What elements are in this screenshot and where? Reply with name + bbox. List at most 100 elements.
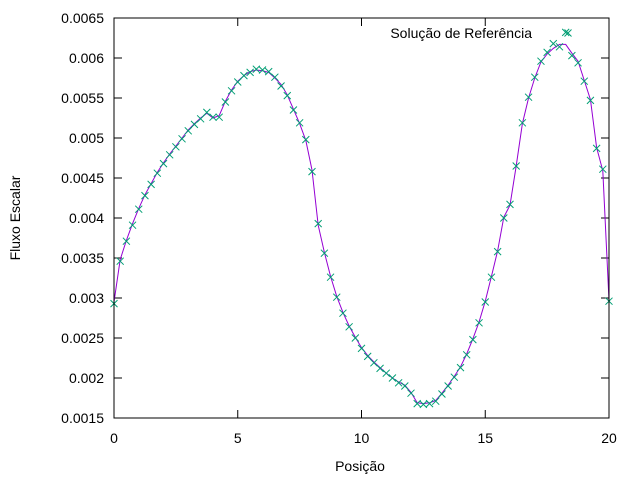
data-point — [308, 167, 316, 176]
data-point — [209, 113, 217, 122]
data-point — [475, 318, 483, 327]
y-tick-label: 0.0045 — [61, 170, 104, 186]
data-point — [394, 378, 403, 387]
y-tick-label: 0.006 — [69, 50, 104, 66]
data-point — [351, 334, 360, 342]
y-tick-label: 0.002 — [69, 370, 104, 386]
data-point — [506, 200, 514, 209]
y-tick-label: 0.0055 — [61, 90, 104, 106]
data-point — [246, 68, 254, 77]
data-point — [462, 350, 471, 359]
data-point — [326, 273, 335, 282]
data-point — [450, 373, 459, 382]
data-point — [240, 71, 248, 80]
plot-frame — [113, 17, 610, 419]
data-point — [277, 82, 285, 90]
data-point — [549, 39, 558, 48]
data-point — [419, 400, 428, 409]
data-point — [456, 363, 465, 372]
y-tick-label: 0.004 — [69, 210, 104, 226]
data-point — [122, 237, 131, 246]
data-point — [295, 118, 304, 127]
data-point — [202, 108, 211, 117]
legend-label: Solução de Referência — [390, 25, 532, 41]
y-tick-label: 0.0015 — [61, 410, 104, 426]
data-point — [332, 293, 341, 302]
data-point — [116, 257, 125, 266]
data-point — [598, 165, 607, 174]
data-point — [586, 96, 595, 105]
data-point — [524, 93, 533, 102]
data-point — [518, 118, 527, 127]
data-point — [388, 374, 397, 382]
data-point — [382, 369, 391, 378]
y-tick-label: 0.005 — [69, 130, 104, 146]
x-tick-label: 20 — [601, 430, 617, 446]
data-point — [537, 57, 545, 66]
data-point — [425, 399, 434, 408]
legend: Solução de Referência — [390, 25, 572, 41]
y-axis-title: Fluxo Escalar — [7, 175, 23, 260]
data-point — [580, 77, 589, 86]
data-point — [165, 150, 174, 159]
data-point — [301, 135, 310, 144]
data-point — [363, 352, 372, 361]
data-point — [128, 221, 137, 230]
data-point — [512, 162, 521, 170]
data-point — [172, 142, 180, 151]
data-point — [190, 120, 199, 129]
data-point — [134, 205, 143, 214]
data-point — [339, 309, 347, 318]
series-layer — [110, 28, 613, 409]
data-point — [221, 98, 230, 106]
y-tick-label: 0.0065 — [61, 10, 104, 26]
x-axis-title: Posição — [335, 458, 385, 474]
data-point — [314, 219, 323, 228]
data-point — [227, 86, 236, 95]
data-point — [481, 298, 490, 306]
data-point — [400, 382, 409, 390]
data-point — [407, 389, 415, 398]
data-point — [444, 382, 452, 390]
data-point — [233, 78, 242, 86]
axis-ticks: 0 5 10 15 20 0.0015 0.002 0.0025 0.003 0.0035 0.00… — [61, 10, 617, 446]
data-point — [438, 390, 446, 398]
data-point — [283, 91, 292, 100]
data-point — [543, 48, 551, 57]
data-point — [141, 191, 149, 200]
data-point — [493, 247, 502, 256]
x-tick-label: 5 — [234, 430, 242, 446]
data-point — [574, 58, 582, 67]
data-point — [289, 106, 298, 114]
data-point — [530, 73, 539, 82]
x-tick-label: 0 — [110, 430, 118, 446]
data-point — [252, 65, 261, 74]
data-point — [487, 273, 496, 282]
data-point — [376, 364, 384, 373]
data-point — [561, 28, 570, 37]
legend-marker — [564, 29, 572, 37]
data-point — [159, 159, 168, 168]
data-point — [431, 397, 440, 406]
data-point — [413, 399, 422, 408]
data-point — [153, 169, 162, 178]
x-tick-label: 10 — [354, 430, 370, 446]
data-point — [345, 322, 353, 331]
data-point — [357, 344, 366, 353]
data-point — [184, 126, 193, 135]
data-point — [592, 144, 601, 153]
y-tick-label: 0.0025 — [61, 330, 104, 346]
x-tick-label: 15 — [477, 430, 493, 446]
data-point — [258, 66, 267, 74]
data-point — [499, 214, 508, 222]
series-2 — [110, 28, 613, 409]
data-point — [568, 51, 576, 60]
y-tick-label: 0.0035 — [61, 250, 104, 266]
data-point — [370, 358, 378, 367]
data-point — [196, 114, 205, 123]
data-point — [469, 335, 477, 344]
data-point — [264, 67, 273, 76]
data-point — [271, 73, 279, 82]
